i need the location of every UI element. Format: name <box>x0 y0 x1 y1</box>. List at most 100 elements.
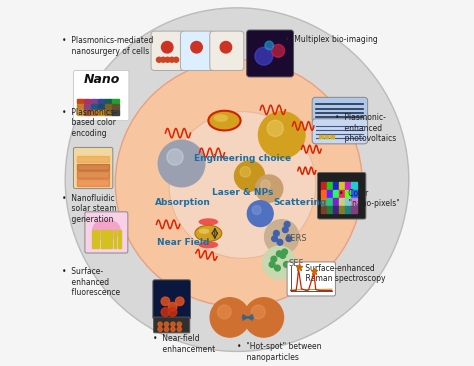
FancyBboxPatch shape <box>85 212 128 253</box>
Circle shape <box>235 161 264 191</box>
Bar <box>100 230 103 248</box>
Circle shape <box>269 262 275 267</box>
FancyBboxPatch shape <box>210 31 244 71</box>
FancyBboxPatch shape <box>154 317 190 333</box>
Circle shape <box>282 249 287 255</box>
Text: •  Near-field
    enhancement: • Near-field enhancement <box>153 334 215 354</box>
Bar <box>91 99 98 104</box>
Circle shape <box>283 262 289 267</box>
Bar <box>339 182 345 189</box>
FancyBboxPatch shape <box>181 31 214 71</box>
Bar <box>345 206 351 213</box>
Bar <box>109 230 112 248</box>
Bar <box>112 110 119 115</box>
Ellipse shape <box>195 225 222 242</box>
Bar <box>118 230 121 248</box>
Bar <box>84 110 90 115</box>
Circle shape <box>171 322 175 326</box>
Ellipse shape <box>169 112 316 258</box>
Bar <box>77 99 83 104</box>
Bar <box>77 164 109 170</box>
Circle shape <box>251 305 265 319</box>
Circle shape <box>168 302 177 311</box>
Bar <box>330 135 334 138</box>
Circle shape <box>156 57 162 62</box>
Text: •  Plasmonics-mediated
    nanosurgery of cells: • Plasmonics-mediated nanosurgery of cel… <box>62 37 153 56</box>
Circle shape <box>247 201 273 227</box>
Bar <box>84 104 90 109</box>
FancyBboxPatch shape <box>312 119 368 144</box>
Bar <box>77 171 109 178</box>
Bar <box>77 156 109 162</box>
Circle shape <box>255 175 283 202</box>
Text: •  Color
    "nano-pixels": • Color "nano-pixels" <box>339 188 400 208</box>
Bar <box>333 206 338 213</box>
Circle shape <box>255 47 273 65</box>
Bar <box>345 190 351 197</box>
Ellipse shape <box>199 228 210 234</box>
Bar <box>333 182 338 189</box>
Bar <box>325 135 328 138</box>
Bar <box>333 198 338 205</box>
Circle shape <box>261 180 270 190</box>
Bar <box>105 99 112 104</box>
Text: SERS: SERS <box>285 234 307 243</box>
Circle shape <box>167 149 183 165</box>
Bar <box>321 190 327 197</box>
Bar <box>84 99 90 104</box>
Circle shape <box>177 327 182 331</box>
Bar <box>77 179 109 186</box>
Text: •  Plasmonic-
    enhanced
    photovoltaics: • Plasmonic- enhanced photovoltaics <box>336 113 397 143</box>
Circle shape <box>191 41 202 53</box>
Circle shape <box>267 120 283 137</box>
Circle shape <box>272 236 277 242</box>
Ellipse shape <box>214 114 228 122</box>
FancyBboxPatch shape <box>73 147 113 188</box>
Bar <box>333 190 338 197</box>
Text: •  Surface-enhanced
    Raman spectroscopy: • Surface-enhanced Raman spectroscopy <box>296 264 385 283</box>
Circle shape <box>165 57 170 62</box>
Circle shape <box>284 221 290 227</box>
Circle shape <box>162 41 173 53</box>
Bar <box>345 198 351 205</box>
Circle shape <box>280 253 286 258</box>
Bar <box>321 182 327 189</box>
Bar <box>339 190 345 197</box>
Text: Scattering: Scattering <box>273 198 326 208</box>
Bar <box>96 230 99 248</box>
Bar <box>339 198 345 205</box>
Circle shape <box>264 220 299 254</box>
Text: SEF: SEF <box>288 259 304 268</box>
Circle shape <box>283 227 288 233</box>
Ellipse shape <box>199 218 218 225</box>
Text: •  Multiplex bio-imaging: • Multiplex bio-imaging <box>285 35 378 44</box>
Circle shape <box>177 322 182 326</box>
Bar <box>77 110 83 115</box>
FancyBboxPatch shape <box>151 31 185 71</box>
Circle shape <box>274 265 280 271</box>
Bar <box>105 104 112 109</box>
Text: Nano: Nano <box>84 73 120 86</box>
Bar <box>91 110 98 115</box>
Circle shape <box>258 112 305 158</box>
Bar <box>112 104 119 109</box>
Circle shape <box>271 256 277 262</box>
Bar <box>339 206 345 213</box>
Circle shape <box>220 41 232 53</box>
Bar <box>105 110 112 115</box>
Text: Absorption: Absorption <box>155 198 211 208</box>
Bar <box>105 230 108 248</box>
FancyBboxPatch shape <box>153 280 191 319</box>
Bar <box>351 182 357 189</box>
Circle shape <box>171 327 175 331</box>
Bar <box>351 198 357 205</box>
Circle shape <box>252 206 261 214</box>
Circle shape <box>173 57 179 62</box>
Circle shape <box>168 308 177 316</box>
Bar <box>98 104 105 109</box>
Circle shape <box>218 305 231 319</box>
Ellipse shape <box>209 111 241 130</box>
FancyBboxPatch shape <box>318 172 366 219</box>
Circle shape <box>210 298 249 337</box>
Text: •  Nanofluidic
    solar steam
    generation: • Nanofluidic solar steam generation <box>62 194 116 224</box>
